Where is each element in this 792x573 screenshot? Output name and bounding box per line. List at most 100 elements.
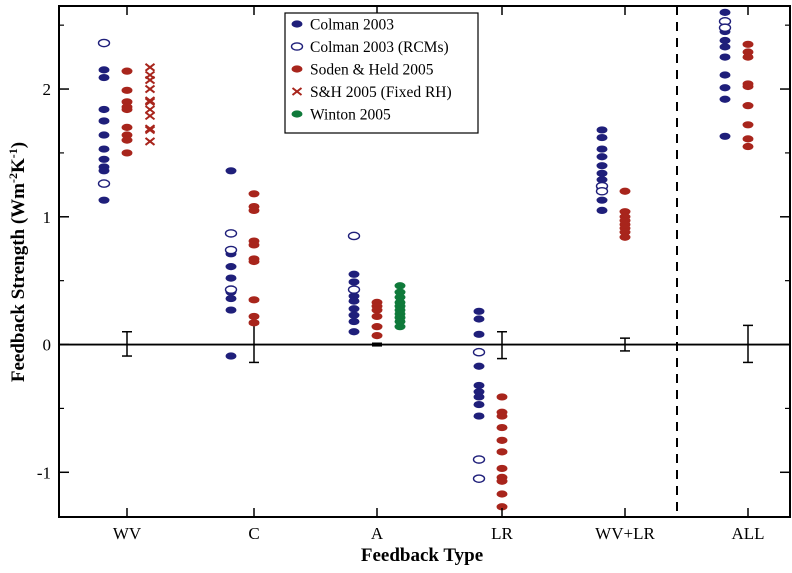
- data-point-soden-held-2005-wv: [121, 149, 133, 157]
- data-point-s-h-2005-fixed-rh-wv: [144, 105, 156, 114]
- data-point-soden-held-2005-c: [248, 257, 260, 266]
- data-point-s-h-2005-fixed-rh-wv: [144, 97, 156, 107]
- data-point-s-h-2005-fixed-rh-wv: [144, 75, 156, 85]
- data-point-colman-2003-lr: [473, 400, 485, 409]
- cross-stroke-b: [144, 84, 156, 94]
- data-point-soden-held-2005-c: [248, 312, 260, 321]
- data-point-colman-2003-all: [719, 8, 731, 16]
- data-point-soden-held-2005-lr: [496, 477, 508, 485]
- data-point-colman-2003-rcms-c: [224, 229, 238, 238]
- data-point-soden-held-2005-all: [742, 82, 754, 91]
- data-point-colman-2003-lr: [473, 412, 485, 420]
- y-axis-title-exp1: -2: [6, 173, 20, 183]
- data-point-colman-2003-lr: [473, 362, 485, 370]
- y-axis-title-main: Feedback Strength (Wm: [8, 183, 29, 382]
- data-point-soden-held-2005-lr: [496, 436, 508, 444]
- data-point-colman-2003-rcms-wv-lr: [595, 186, 609, 196]
- data-point-soden-held-2005-lr: [496, 423, 508, 432]
- data-point-colman-2003-c: [225, 306, 237, 314]
- error-bar-wv: [122, 331, 132, 357]
- error-bar-wv-lr: [620, 337, 630, 352]
- series-s-h-2005-fixed-rh: [144, 63, 156, 146]
- data-point-colman-2003-all: [719, 95, 731, 103]
- y-tick-label: 0: [43, 336, 52, 355]
- data-point-winton-2005-a: [394, 323, 406, 331]
- data-point-colman-2003-all: [719, 71, 731, 79]
- data-point-colman-2003-wv-lr: [596, 162, 608, 170]
- data-point-colman-2003-a: [348, 317, 360, 326]
- data-point-colman-2003-wv-lr: [596, 133, 608, 142]
- legend-marker-colman-2003: [291, 20, 303, 28]
- data-point-colman-2003-lr: [473, 330, 485, 338]
- data-point-soden-held-2005-wv: [121, 123, 133, 131]
- legend-box: [284, 12, 479, 134]
- data-point-s-h-2005-fixed-rh-wv: [144, 111, 156, 121]
- x-tick-label-wv: WV: [113, 524, 142, 543]
- data-point-soden-held-2005-a: [371, 312, 383, 321]
- data-point-winton-2005-a: [394, 282, 406, 290]
- legend-marker-s-h-2005-fixed-rh: [291, 87, 303, 96]
- y-axis-title-end: ): [8, 142, 29, 148]
- data-point-colman-2003-lr: [473, 381, 485, 390]
- data-point-colman-2003-wv: [98, 66, 110, 74]
- data-point-colman-2003-rcms-a: [347, 285, 361, 294]
- data-point-colman-2003-rcms-wv: [97, 38, 111, 48]
- data-point-colman-2003-rcms-c: [224, 285, 238, 294]
- data-point-soden-held-2005-wv-lr: [619, 208, 631, 216]
- data-point-winton-2005-a: [394, 288, 406, 296]
- data-point-soden-held-2005-wv-lr: [619, 233, 631, 241]
- plot-frame: [58, 5, 791, 518]
- series-colman-2003-rcms: [97, 17, 732, 483]
- data-point-colman-2003-rcms-c: [224, 245, 238, 255]
- data-point-colman-2003-a: [348, 297, 360, 305]
- data-point-colman-2003-a: [348, 311, 360, 319]
- legend-marker-colman-2003-rcms: [290, 42, 304, 51]
- data-point-soden-held-2005-a: [371, 323, 383, 331]
- data-point-colman-2003-c: [225, 167, 237, 175]
- data-point-colman-2003-a: [348, 305, 360, 313]
- plot-area: [59, 6, 790, 517]
- data-point-colman-2003-wv: [98, 196, 110, 204]
- data-point-winton-2005-a: [394, 317, 406, 326]
- y-tick-label: -1: [37, 463, 51, 482]
- data-point-colman-2003-wv-lr: [596, 196, 608, 204]
- x-tick-label-all: ALL: [731, 524, 764, 543]
- x-tick-label-a: A: [371, 524, 384, 543]
- data-point-colman-2003-all: [719, 132, 731, 140]
- cross-stroke-b: [144, 97, 156, 107]
- data-point-soden-held-2005-wv: [121, 105, 133, 114]
- data-point-colman-2003-all: [719, 36, 731, 45]
- series-winton-2005: [394, 282, 406, 331]
- data-point-colman-2003-wv-lr: [596, 176, 608, 184]
- data-point-s-h-2005-fixed-rh-wv: [144, 96, 156, 105]
- data-point-colman-2003-rcms-lr: [472, 347, 486, 357]
- cross-stroke-b: [144, 75, 156, 85]
- data-point-colman-2003-rcms-lr: [472, 474, 486, 483]
- data-point-soden-held-2005-a: [371, 306, 383, 314]
- data-point-soden-held-2005-wv: [121, 98, 133, 106]
- data-point-colman-2003-wv: [98, 131, 110, 139]
- legend-label-winton-2005: Winton 2005: [310, 107, 391, 124]
- data-point-soden-held-2005-all: [742, 53, 754, 61]
- data-point-colman-2003-lr: [473, 393, 485, 401]
- data-point-soden-held-2005-c: [248, 296, 260, 304]
- data-point-soden-held-2005-all: [742, 135, 754, 143]
- error-bar-lr: [497, 331, 507, 360]
- data-point-soden-held-2005-lr: [496, 503, 508, 511]
- legend-label-soden-held-2005: Soden & Held 2005: [310, 62, 434, 79]
- data-point-soden-held-2005-wv: [121, 67, 133, 75]
- legend-label-colman-2003: Colman 2003: [310, 17, 394, 34]
- data-point-s-h-2005-fixed-rh-wv: [144, 63, 156, 72]
- data-point-colman-2003-c: [225, 352, 237, 360]
- data-point-soden-held-2005-c: [248, 241, 260, 249]
- x-tick-label-lr: LR: [491, 524, 513, 543]
- cross-stroke-b: [144, 96, 156, 105]
- data-point-soden-held-2005-lr: [496, 412, 508, 420]
- data-point-soden-held-2005-wv-lr: [619, 187, 631, 195]
- data-point-colman-2003-all: [719, 43, 731, 51]
- data-point-colman-2003-wv-lr: [596, 169, 608, 177]
- data-point-colman-2003-rcms-wv: [97, 179, 111, 188]
- legend-marker-winton-2005: [291, 110, 303, 118]
- data-point-colman-2003-all: [719, 53, 731, 61]
